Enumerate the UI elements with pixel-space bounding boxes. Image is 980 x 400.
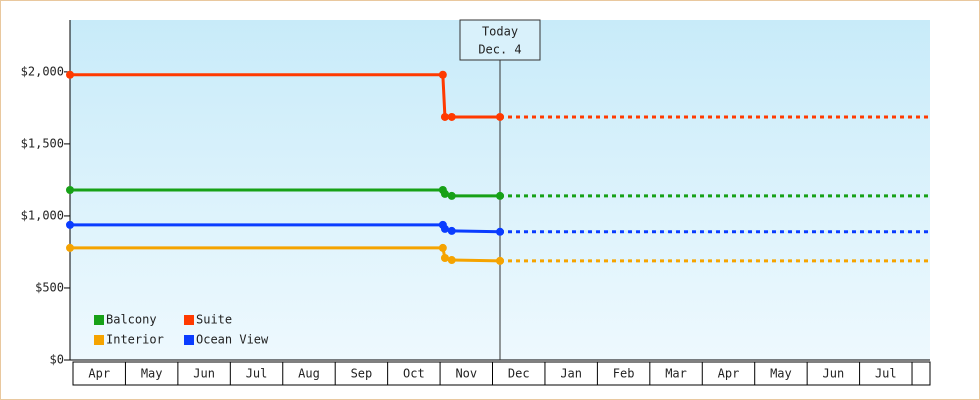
x-tick-label: Jun xyxy=(193,367,215,381)
point xyxy=(438,243,447,252)
legend-swatch xyxy=(94,335,104,345)
point xyxy=(440,189,449,198)
x-tick-label: Oct xyxy=(403,367,425,381)
legend-swatch xyxy=(184,315,194,325)
x-tick-label: Mar xyxy=(665,367,687,381)
point xyxy=(440,254,449,262)
point xyxy=(496,256,504,265)
x-tick-label: May xyxy=(770,367,792,381)
point xyxy=(496,191,504,200)
y-tick-label: $2,000 xyxy=(21,64,64,78)
x-axis-band xyxy=(72,361,931,386)
point xyxy=(440,112,449,121)
x-tick-label: May xyxy=(141,367,163,381)
y-tick-label: $1,500 xyxy=(21,136,64,150)
legend-label: Suite xyxy=(196,313,232,327)
x-tick-label: Jul xyxy=(246,367,268,381)
y-tick-label: $1,000 xyxy=(21,208,64,222)
y-tick-label: $500 xyxy=(35,280,64,294)
point xyxy=(66,220,74,229)
point xyxy=(447,256,456,265)
x-tick-label: Sep xyxy=(351,367,373,381)
point xyxy=(447,226,456,235)
legend-label: Ocean View xyxy=(196,333,269,347)
today-box xyxy=(459,19,541,61)
x-tick-label: Apr xyxy=(718,367,740,381)
legend-label: Balcony xyxy=(106,313,157,327)
legend-swatch xyxy=(184,335,194,345)
point xyxy=(440,224,449,233)
x-tick-label: Jul xyxy=(875,367,897,381)
legend-label: Interior xyxy=(106,333,164,347)
point xyxy=(438,70,447,79)
point xyxy=(66,243,74,252)
x-tick-label: Jun xyxy=(823,367,845,381)
point xyxy=(66,186,74,194)
point xyxy=(496,227,504,236)
point xyxy=(447,191,456,200)
x-tick-label: Jan xyxy=(560,367,582,381)
point xyxy=(496,112,504,121)
today-label: Today xyxy=(482,25,518,39)
x-tick-label: Apr xyxy=(88,367,110,381)
x-tick-label: Aug xyxy=(298,367,320,381)
x-tick-label: Nov xyxy=(455,367,477,381)
point xyxy=(66,70,74,79)
x-tick-label: Feb xyxy=(613,367,635,381)
today-label: Dec. 4 xyxy=(478,43,521,57)
point xyxy=(447,112,456,121)
y-tick-label: $0 xyxy=(50,353,64,367)
x-tick-label: Dec xyxy=(508,367,530,381)
legend-swatch xyxy=(94,315,104,325)
